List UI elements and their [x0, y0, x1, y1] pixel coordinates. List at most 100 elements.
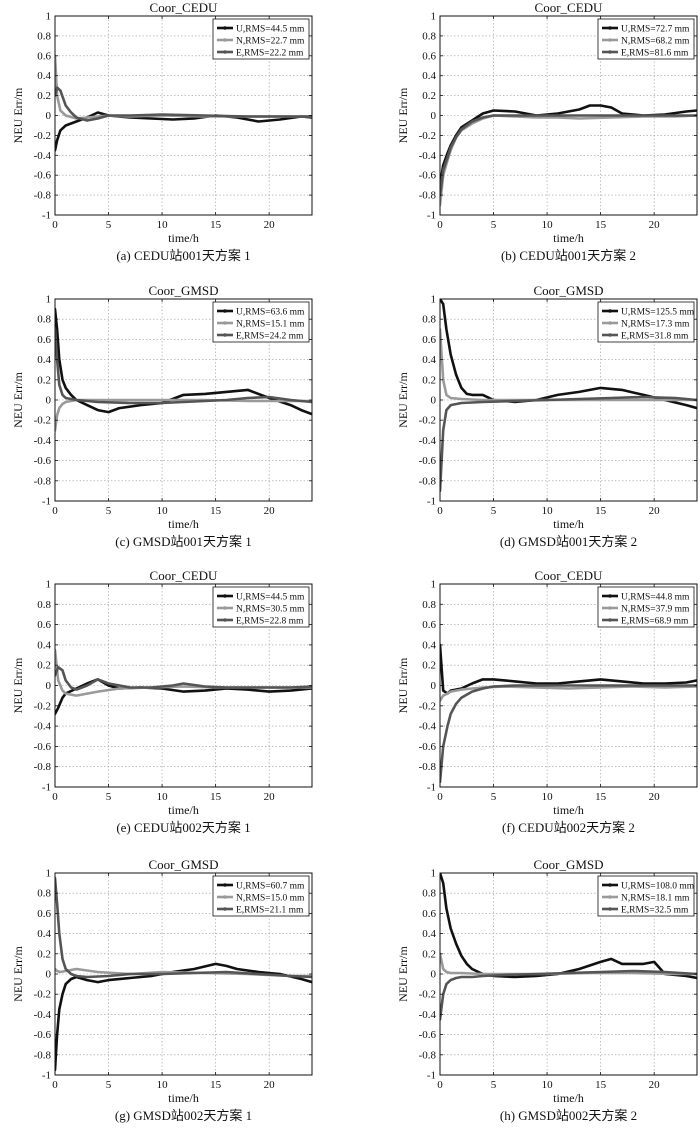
legend-marker [223, 26, 227, 30]
legend-entry: E,RMS=22.8 mm [236, 616, 304, 626]
legend-marker [608, 594, 612, 598]
y-tick-label: 0 [46, 680, 52, 692]
y-tick-label: 0.6 [422, 334, 436, 346]
panel-caption: (a) CEDU站001天方案 1 [116, 248, 250, 263]
y-tick-label: 1 [46, 579, 52, 591]
x-tick-label: 15 [210, 219, 222, 231]
y-tick-label: -0.2 [419, 700, 436, 712]
x-tick-label: 0 [437, 219, 443, 231]
x-tick-label: 15 [210, 1079, 222, 1091]
chart-panel: 0 5 10 15 20 -1 -0.8 -0.6 -0.4 -0.2 0 0.2 0.4 0.6 0.8 1… [11, 0, 313, 263]
y-tick-label: 1 [431, 868, 437, 880]
legend-entry: N,RMS=15.1 mm [236, 319, 305, 329]
y-tick-label: 1 [46, 11, 52, 23]
y-tick-label: -0.4 [34, 721, 52, 733]
chart-panel: 0 5 10 15 20 -1 -0.8 -0.6 -0.4 -0.2 0 0.2 0.4 0.6 0.8 1… [396, 857, 698, 1123]
legend-entry: E,RMS=21.1 mm [236, 905, 304, 915]
series-line-e [55, 86, 312, 122]
series-line-e [55, 876, 312, 979]
x-tick-label: 0 [437, 791, 443, 803]
y-tick-label: 0.2 [422, 374, 436, 386]
chart-title: Coor_CEDU [535, 0, 604, 15]
y-axis-label: NEU Err/m [11, 87, 25, 143]
y-axis-label: NEU Err/m [396, 946, 410, 1002]
y-tick-label: -0.6 [34, 741, 52, 753]
x-axis-label: time/h [168, 803, 199, 817]
y-tick-label: -0.8 [34, 190, 52, 202]
legend-marker [223, 895, 227, 899]
y-tick-label: 0.2 [422, 660, 436, 672]
legend-entry: N,RMS=37.9 mm [621, 604, 690, 614]
legend-marker [608, 309, 612, 313]
panel-caption: (b) CEDU站001天方案 2 [501, 248, 636, 263]
legend: U,RMS=44.5 mm N,RMS=30.5 mm E,RMS=22.8 mm [212, 586, 310, 628]
legend-entry: N,RMS=15.0 mm [236, 893, 305, 903]
series-line-e [440, 395, 697, 493]
legend-entry: N,RMS=17.3 mm [621, 319, 690, 329]
x-tick-label: 0 [437, 505, 443, 517]
series-line-e [440, 684, 697, 784]
x-tick-label: 15 [595, 791, 607, 803]
chart-panel: 0 5 10 15 20 -1 -0.8 -0.6 -0.4 -0.2 0 0.2 0.4 0.6 0.8 1… [11, 857, 313, 1123]
legend: U,RMS=63.6 mm N,RMS=15.1 mm E,RMS=24.2 mm [212, 301, 310, 343]
x-tick-label: 10 [542, 505, 554, 517]
chart-panel: 0 5 10 15 20 -1 -0.8 -0.6 -0.4 -0.2 0 0.2 0.4 0.6 0.8 1… [396, 283, 698, 549]
y-tick-label: -0.4 [419, 721, 437, 733]
y-tick-label: 0.2 [422, 90, 436, 102]
y-tick-label: 0.4 [422, 639, 436, 651]
y-tick-label: 0.2 [37, 374, 51, 386]
y-tick-label: 0.8 [37, 314, 51, 326]
x-tick-label: 5 [491, 791, 497, 803]
legend-entry: E,RMS=22.2 mm [236, 48, 304, 58]
y-tick-label: -0.8 [419, 475, 437, 487]
y-tick-label: 0.8 [37, 599, 51, 611]
y-tick-label: -0.4 [34, 1009, 52, 1021]
x-tick-label: 5 [106, 219, 112, 231]
series-line-u [55, 962, 312, 1072]
legend-entry: N,RMS=18.1 mm [621, 893, 690, 903]
panel-caption: (d) GMSD站001天方案 2 [500, 534, 637, 549]
y-tick-label: 1 [46, 868, 52, 880]
legend: U,RMS=108.0 mm N,RMS=18.1 mm E,RMS=32.5 mm [597, 875, 695, 917]
series-line-n [440, 327, 697, 402]
legend-entry: U,RMS=125.5 mm [621, 307, 695, 317]
panel-caption: (f) CEDU站002天方案 2 [502, 820, 635, 835]
x-tick-label: 5 [106, 791, 112, 803]
x-tick-label: 5 [491, 505, 497, 517]
chart-title: Coor_GMSD [148, 857, 218, 872]
legend-entry: E,RMS=68.9 mm [621, 616, 689, 626]
y-tick-label: 0 [431, 110, 437, 122]
x-tick-label: 5 [491, 219, 497, 231]
x-tick-label: 20 [649, 505, 661, 517]
y-tick-label: -0.8 [34, 761, 52, 773]
y-axis-label: NEU Err/m [396, 87, 410, 143]
y-tick-label: -1 [427, 496, 436, 508]
y-tick-label: 0.6 [422, 908, 436, 920]
y-tick-label: -1 [427, 1070, 436, 1082]
chart-panel: 0 5 10 15 20 -1 -0.8 -0.6 -0.4 -0.2 0 0.2 0.4 0.6 0.8 1… [11, 568, 313, 835]
legend-entry: E,RMS=81.6 mm [621, 48, 689, 58]
x-tick-label: 15 [595, 1079, 607, 1091]
y-tick-label: 0 [46, 969, 52, 981]
y-tick-label: 0.4 [37, 639, 51, 651]
legend-entry: U,RMS=44.5 mm [236, 24, 305, 34]
chart-title: Coor_GMSD [148, 283, 218, 298]
legend-entry: U,RMS=72.7 mm [621, 24, 690, 34]
y-tick-label: 0.2 [37, 948, 51, 960]
y-axis-label: NEU Err/m [11, 372, 25, 428]
x-tick-label: 10 [542, 1079, 554, 1091]
y-tick-label: -0.2 [34, 415, 51, 427]
y-tick-label: 0 [431, 969, 437, 981]
y-tick-label: 0 [431, 680, 437, 692]
legend-entry: N,RMS=30.5 mm [236, 604, 305, 614]
x-axis-label: time/h [168, 231, 199, 245]
legend: U,RMS=44.8 mm N,RMS=37.9 mm E,RMS=68.9 mm [597, 586, 695, 628]
y-tick-label: 0.2 [37, 90, 51, 102]
y-tick-label: 1 [431, 579, 437, 591]
legend-entry: E,RMS=31.8 mm [621, 331, 689, 341]
y-tick-label: 0.4 [422, 354, 436, 366]
y-tick-label: 0.6 [37, 908, 51, 920]
y-tick-label: -1 [42, 496, 51, 508]
x-axis-label: time/h [168, 1091, 199, 1105]
